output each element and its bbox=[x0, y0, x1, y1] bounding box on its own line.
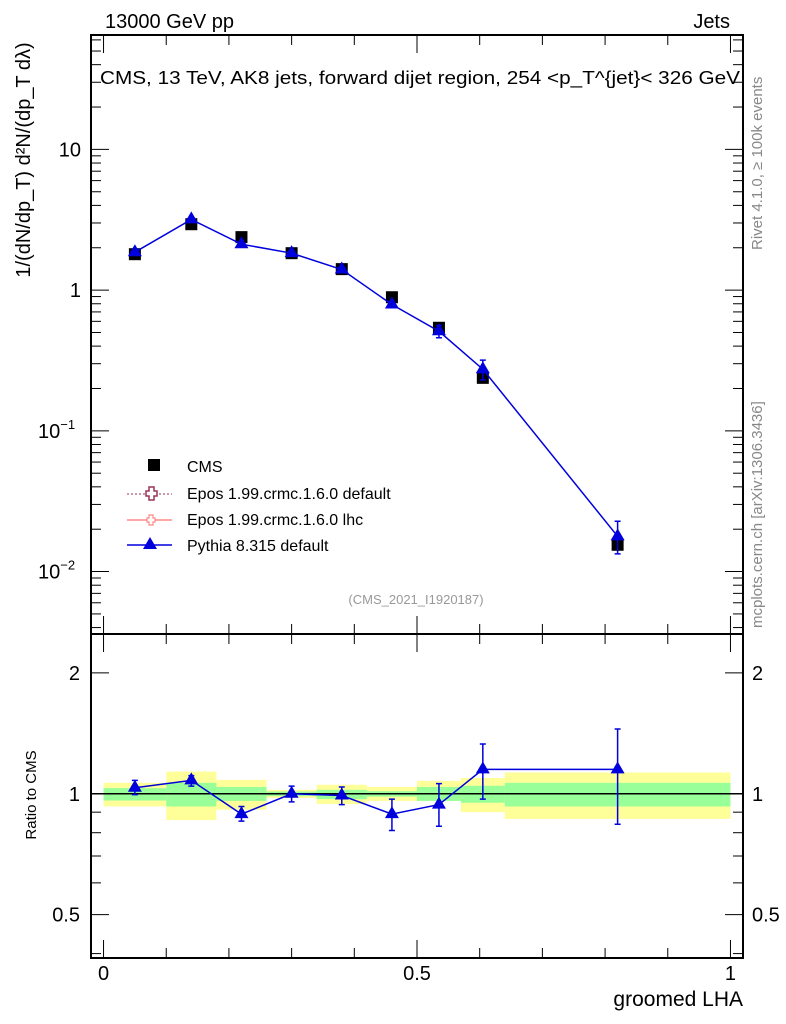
main-y-tick-label: 10−2 bbox=[38, 558, 75, 584]
pythia-ratio-point bbox=[610, 761, 625, 774]
pythia-ratio-point bbox=[184, 772, 199, 785]
analysis-tag: (CMS_2021_I1920187) bbox=[348, 592, 483, 607]
rivet-label: Rivet 4.1.0, ≥ 100k events bbox=[749, 77, 766, 250]
pythia-ratio-point bbox=[234, 806, 249, 819]
ratio-y-tick-label-left: 0.5 bbox=[52, 905, 80, 927]
x-tick-label: 0 bbox=[98, 963, 109, 985]
mcplots-label: mcplots.cern.ch [arXiv:1306.3436] bbox=[749, 401, 766, 628]
legend-marker-epos-default bbox=[145, 486, 158, 501]
pythia-data-point bbox=[284, 245, 299, 258]
main-y-tick-label: 1 bbox=[70, 280, 81, 302]
chart-marks bbox=[127, 211, 625, 832]
x-tick-label: 0.5 bbox=[403, 963, 431, 985]
header-left: 13000 GeV pp bbox=[105, 11, 234, 33]
pythia-ratio-point bbox=[384, 806, 399, 819]
pythia-data-point bbox=[610, 528, 625, 541]
legend-marker-cms bbox=[148, 459, 160, 471]
pythia-data-point bbox=[431, 323, 446, 336]
main-y-tick-label: 10 bbox=[59, 139, 81, 161]
pythia-data-point bbox=[234, 236, 249, 249]
plot-title: CMS, 13 TeV, AK8 jets, forward dijet reg… bbox=[100, 68, 740, 89]
legend-label-pythia: Pythia 8.315 default bbox=[187, 538, 329, 555]
legend-marker-pythia bbox=[143, 537, 157, 549]
pythia-data-point bbox=[384, 296, 399, 309]
pythia-ratio-point bbox=[284, 785, 299, 798]
x-axis-label: groomed LHA bbox=[613, 988, 743, 1011]
pythia-ratio-error-bar bbox=[614, 728, 621, 825]
ratio-y-tick-label-right: 2 bbox=[752, 663, 763, 685]
pythia-ratio-point bbox=[431, 796, 446, 809]
pythia-ratio-point bbox=[334, 787, 349, 800]
pythia-ratio-point bbox=[475, 761, 490, 774]
pythia-data-point bbox=[127, 244, 142, 257]
ratio-y-axis-label: Ratio to CMS bbox=[23, 750, 40, 839]
ratio-y-tick-label-left: 1 bbox=[69, 784, 80, 806]
axes: 10 1 10−1 10−2 2 2 1 1 0.5 0.5 0 0.5 1 bbox=[38, 34, 780, 985]
pythia-ratio-point bbox=[127, 779, 142, 792]
header-right: Jets bbox=[693, 11, 730, 33]
legend-label-epos-lhc: Epos 1.99.crmc.1.6.0 lhc bbox=[187, 512, 363, 529]
legend: CMS Epos 1.99.crmc.1.6.0 default Epos 1.… bbox=[127, 459, 391, 555]
ratio-y-tick-label-right: 0.5 bbox=[752, 905, 780, 927]
pythia-data-point bbox=[475, 361, 490, 374]
main-y-tick-label: 10−1 bbox=[38, 417, 75, 443]
x-tick-label: 1 bbox=[725, 963, 736, 985]
pythia-data-point bbox=[184, 211, 199, 224]
ratio-y-tick-label-right: 1 bbox=[752, 784, 763, 806]
main-y-axis-label: 1/(dN/dp_T) d²N/(dp_T dλ) bbox=[13, 42, 35, 277]
pythia-data-point bbox=[334, 261, 349, 274]
legend-label-epos-default: Epos 1.99.crmc.1.6.0 default bbox=[187, 486, 391, 503]
ratio-y-tick-label-left: 2 bbox=[69, 663, 80, 685]
legend-marker-epos-lhc bbox=[146, 514, 156, 526]
legend-label-cms: CMS bbox=[187, 459, 223, 476]
